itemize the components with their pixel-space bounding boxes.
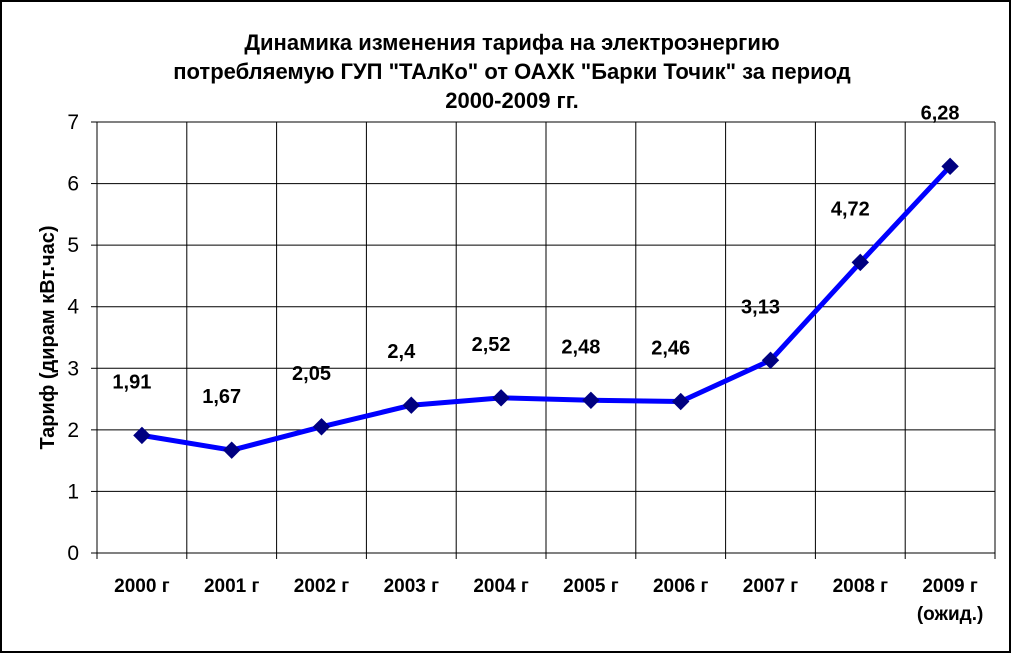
x-tick-label: 2008 г <box>833 576 889 597</box>
x-tick-label: 2003 г <box>384 576 440 597</box>
x-tick-label: 2009 г <box>922 576 978 597</box>
x-tick-label: 2002 г <box>294 576 350 597</box>
data-point-marker <box>492 389 510 407</box>
data-point-marker <box>582 391 600 410</box>
x-tick-label: 2000 г <box>114 576 170 597</box>
data-label: 2,4 <box>387 341 416 363</box>
data-label: 1,91 <box>112 371 151 393</box>
y-tick-label: 6 <box>67 173 79 196</box>
y-tick-label: 7 <box>67 111 79 134</box>
y-tick-label: 1 <box>67 480 79 503</box>
x-tick-label: 2005 г <box>563 576 619 597</box>
x-tick-label: 2006 г <box>653 576 709 597</box>
data-label: 4,72 <box>831 198 870 220</box>
x-tick-label: 2001 г <box>204 576 260 597</box>
data-point-marker <box>671 392 690 411</box>
x-tick-label: 2007 г <box>743 576 799 597</box>
data-point-marker <box>222 441 241 459</box>
x-tick-label: 2004 г <box>473 576 529 597</box>
y-tick-label: 2 <box>67 419 79 442</box>
data-point-marker <box>133 426 151 445</box>
data-label: 2,52 <box>472 334 511 356</box>
data-point-marker <box>312 418 331 436</box>
x-tick-label: (ожид.) <box>917 604 984 625</box>
data-label: 6,28 <box>921 102 960 124</box>
data-point-marker <box>941 157 959 176</box>
data-point-marker <box>402 396 421 414</box>
data-label: 1,67 <box>202 386 241 408</box>
data-point-marker <box>761 351 780 369</box>
series-line <box>139 163 953 453</box>
chart-title: Динамика изменения тарифа на электроэнер… <box>82 28 942 115</box>
data-label: 3,13 <box>741 296 780 318</box>
y-axis-title: Тариф (дирам кВт.час) <box>37 225 59 449</box>
data-point-marker <box>851 253 870 272</box>
data-label: 2,05 <box>292 363 331 385</box>
y-tick-label: 4 <box>67 296 79 319</box>
chart-title-line: Динамика изменения тарифа на электроэнер… <box>244 30 780 55</box>
chart-title-line: потребляемую ГУП "ТАлКо" от ОАХК "Барки … <box>173 59 851 84</box>
y-tick-label: 5 <box>67 234 79 257</box>
data-label: 2,46 <box>651 338 690 360</box>
y-tick-label: 3 <box>67 357 79 380</box>
chart-title-line: 2000-2009 гг. <box>445 88 579 113</box>
y-tick-label: 0 <box>67 542 79 565</box>
data-label: 2,48 <box>561 336 600 358</box>
